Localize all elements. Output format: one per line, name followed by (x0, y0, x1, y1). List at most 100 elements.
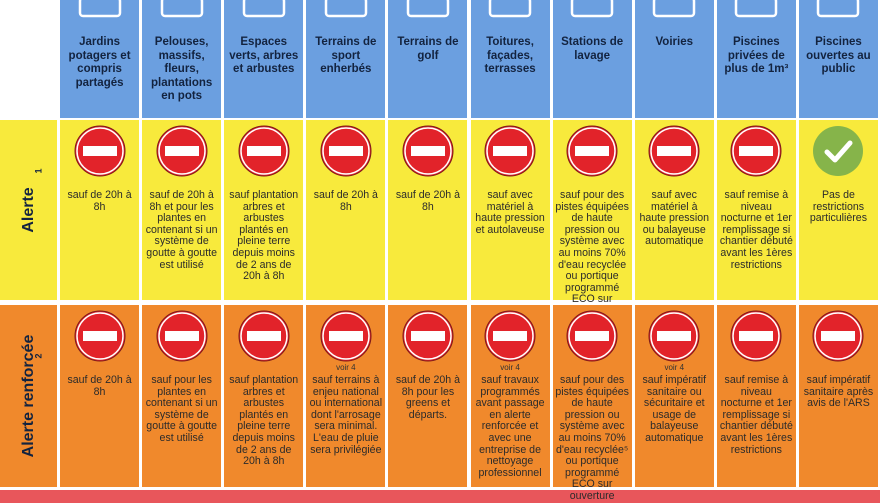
cell-note: voir 4 (664, 363, 685, 372)
forbidden-icon (156, 125, 208, 177)
table-cell: sauf de 20h à 8h (60, 305, 140, 487)
table-cell: sauf de 20h à 8h (388, 120, 468, 300)
cell-text: sauf avec matériel à haute pression et a… (475, 189, 545, 236)
cell-text: sauf de 20h à 8h (313, 189, 378, 213)
table-cell: voir 4 sauf terrains à enjeu national ou … (306, 305, 386, 487)
header-corner (0, 0, 57, 118)
header-label: Toitures, façades, terrasses (484, 36, 536, 75)
cell-text: sauf impératif sanitaire après avis de l… (803, 374, 874, 410)
cell-text: sauf remise à niveau nocturne et 1er rem… (719, 189, 793, 271)
allowed-icon (813, 126, 864, 176)
header-icon (324, 0, 368, 18)
cell-text: sauf plantation arbres et arbustes plant… (229, 374, 299, 468)
header-label: Terrains de sport enherbés (315, 36, 377, 75)
header-label: Jardins potagers et compris partagés (68, 36, 131, 89)
table-cell: sauf remise à niveau nocturne et 1er rem… (716, 305, 796, 487)
forbidden-icon (730, 125, 782, 177)
cell-note: voir 4 (336, 363, 356, 372)
forbidden-icon (566, 310, 618, 362)
row-note: 2 (33, 353, 44, 359)
forbidden-icon (648, 310, 700, 362)
header-icon (242, 0, 285, 18)
header-cell: Espaces verts, arbres et arbustes (224, 0, 304, 118)
row-label-cell: Alerte 1 (0, 120, 57, 300)
forbidden-icon (320, 125, 372, 177)
header-icon (488, 0, 532, 18)
table-cell: sauf avec matériel à haute pression et a… (470, 120, 550, 300)
table-cell: sauf avec matériel à haute pression ou b… (634, 120, 714, 300)
header-icon (735, 0, 778, 18)
header-icon (406, 0, 450, 18)
header-cell: Pelouses, massifs, fleurs, plantations e… (142, 0, 222, 118)
table-cell: sauf pour des pistes équipées de haute p… (552, 305, 632, 503)
cell-text: sauf plantation arbres et arbustes plant… (229, 189, 299, 283)
cell-text: sauf avec matériel à haute pression ou b… (639, 189, 709, 248)
cell-text: sauf remise à niveau nocturne et 1er rem… (719, 374, 793, 456)
cell-text: sauf terrains à enjeu national ou intern… (309, 374, 383, 456)
table-cell: sauf remise à niveau nocturne et 1er rem… (716, 120, 796, 300)
cell-text: sauf pour les plantes en contenant si un… (145, 374, 218, 444)
row-label-cell: Alerte renforcée 2 (0, 305, 57, 487)
header-icon (817, 0, 860, 18)
header-cell: Voiries (634, 0, 714, 118)
forbidden-icon (402, 125, 454, 177)
table-cell: Pas de restrictions particulières (798, 120, 878, 300)
table-cell: sauf plantation arbres et arbustes plant… (224, 120, 304, 300)
header-label: Pelouses, massifs, fleurs, plantations e… (150, 36, 213, 102)
row-label: Alerte (19, 187, 37, 233)
cell-text: sauf pour des pistes équipées de haute p… (555, 374, 629, 503)
forbidden-icon (648, 125, 700, 177)
header-cell: Jardins potagers et compris partagés (60, 0, 140, 118)
table-cell: sauf de 20h à 8h et pour les plantes en … (142, 120, 222, 300)
header-label: Piscines ouvertes au public (806, 36, 871, 75)
cell-text: sauf pour des pistes équipées de haute p… (555, 189, 629, 328)
header-cell: Stations de lavage (552, 0, 632, 118)
forbidden-icon (484, 310, 536, 362)
cell-text: sauf de 20h à 8h et pour les plantes en … (145, 189, 218, 271)
header-icon (570, 0, 614, 18)
forbidden-icon (74, 125, 126, 177)
forbidden-icon (74, 310, 126, 362)
forbidden-icon (566, 125, 618, 177)
cell-text: sauf de 20h à 8h (395, 189, 461, 213)
cell-text: sauf de 20h à 8h pour les greens et dépa… (395, 374, 461, 421)
forbidden-icon (402, 310, 454, 362)
cell-text: sauf de 20h à 8h (67, 374, 132, 398)
table-cell: sauf plantation arbres et arbustes plant… (224, 305, 304, 487)
header-cell: Piscines ouvertes au public (798, 0, 878, 118)
table-cell: sauf de 20h à 8h pour les greens et dépa… (388, 305, 468, 487)
table-cell: sauf de 20h à 8h (60, 120, 140, 300)
cell-text: sauf impératif sanitaire ou sécuritaire … (642, 374, 707, 444)
cell-text: sauf travaux programmés avant passage en… (475, 374, 545, 479)
header-icon (78, 0, 121, 18)
next-row (0, 490, 880, 503)
forbidden-icon (730, 310, 782, 362)
header-cell: Terrains de golf (388, 0, 468, 118)
table-cell: sauf impératif sanitaire après avis de l… (798, 305, 878, 487)
header-cell: Piscines privées de plus de 1m³ (716, 0, 796, 118)
forbidden-icon (238, 310, 290, 362)
forbidden-icon (484, 125, 536, 177)
header-icon (652, 0, 696, 18)
forbidden-icon (156, 310, 208, 362)
table-cell: sauf pour des pistes équipées de haute p… (552, 120, 632, 328)
header-cell: Terrains de sport enherbés (306, 0, 386, 118)
header-label: Espaces verts, arbres et arbustes (229, 36, 299, 75)
cell-text: Pas de restrictions particulières (809, 189, 867, 225)
table-cell: voir 4 sauf travaux programmés avant pass… (470, 305, 550, 487)
header-label: Stations de lavage (561, 36, 624, 62)
header-cell: Toitures, façades, terrasses (470, 0, 550, 118)
header-label: Piscines privées de plus de 1m³ (724, 36, 789, 75)
forbidden-icon (812, 310, 864, 362)
cell-text: sauf de 20h à 8h (67, 189, 132, 213)
header-icon (160, 0, 203, 18)
forbidden-icon (320, 310, 372, 362)
header-label: Terrains de golf (397, 36, 459, 62)
table-cell: sauf pour les plantes en contenant si un… (142, 305, 222, 487)
cell-note: voir 4 (500, 363, 520, 372)
forbidden-icon (238, 125, 290, 177)
table-cell: voir 4 sauf impératif sanitaire ou sécuri… (634, 305, 714, 487)
row-note: 1 (33, 168, 44, 174)
table-cell: sauf de 20h à 8h (306, 120, 386, 300)
